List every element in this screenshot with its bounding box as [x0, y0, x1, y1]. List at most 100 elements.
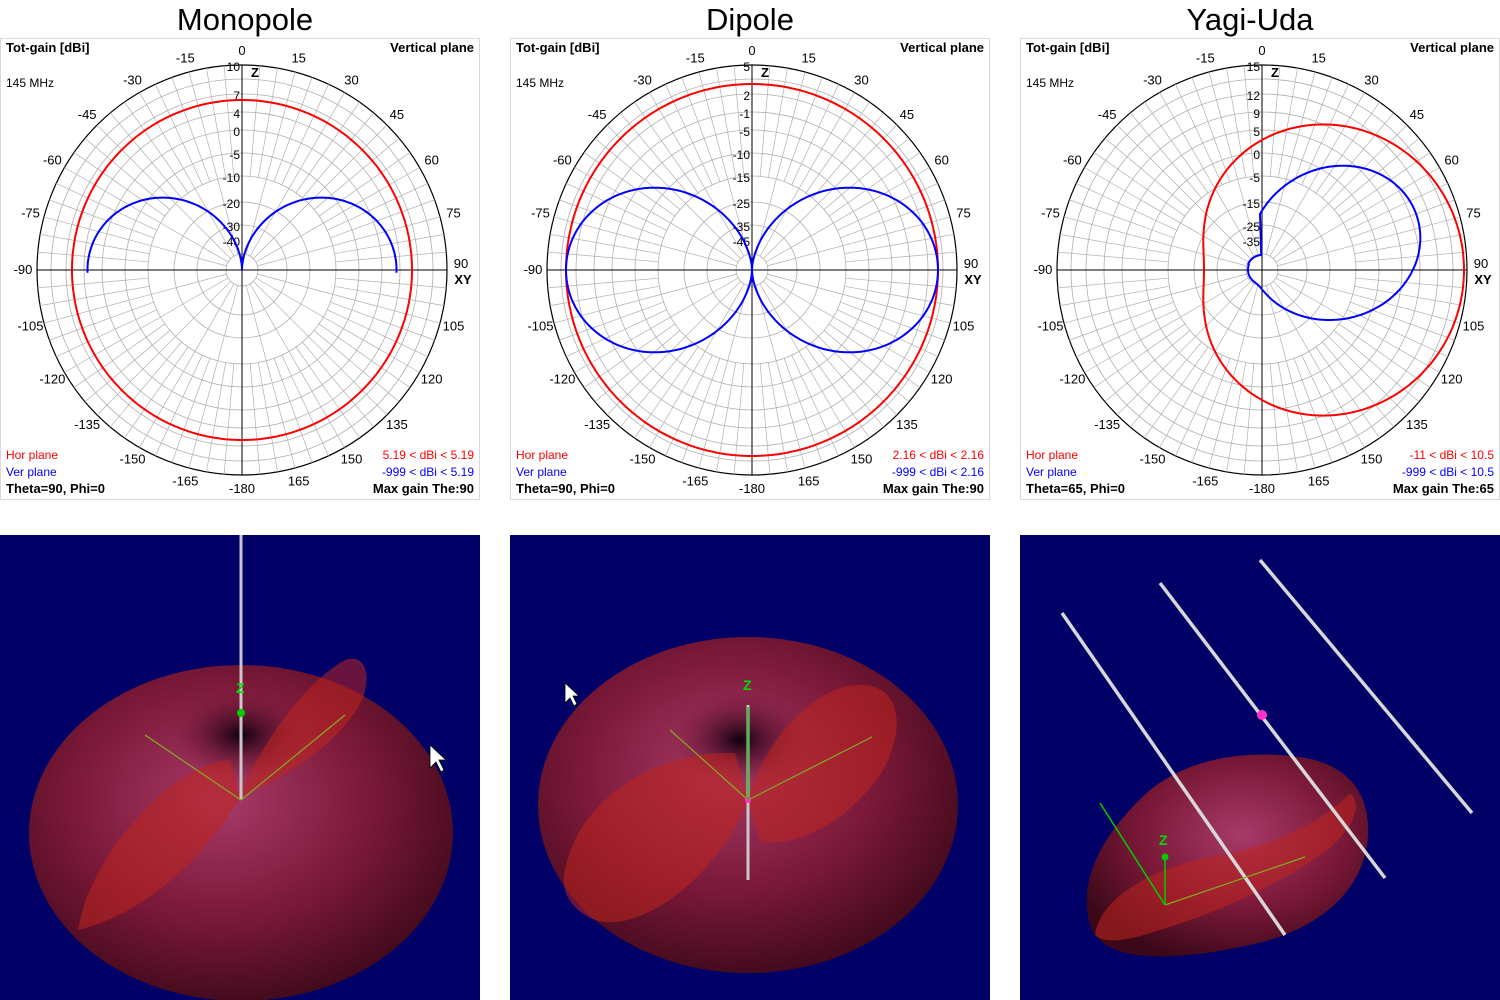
grid-spoke: [649, 283, 745, 448]
view3d-dipole[interactable]: Z: [510, 535, 990, 1000]
grid-spoke: [1175, 84, 1223, 185]
angle-tick-label: 150: [851, 452, 873, 467]
grid-spoke: [1175, 355, 1223, 456]
grid-spoke: [767, 216, 951, 267]
hor-range-label: -11 < dBi < 10.5: [1409, 448, 1494, 462]
antenna-title-dipole: Dipole: [706, 2, 794, 37]
angle-tick-label: 90: [1474, 256, 1488, 271]
grid-spoke: [139, 283, 235, 448]
polar-chart: 0 1530456075105120135150165-180-165-150-1…: [14, 43, 472, 496]
ring-value-label: 5: [743, 60, 750, 74]
yagi-element-reflector: [1060, 612, 1287, 936]
view3d-yagi[interactable]: Z: [1020, 535, 1500, 1000]
grid-spoke: [249, 363, 261, 475]
grid-spoke: [759, 65, 771, 177]
grid-spoke: [1293, 358, 1333, 463]
grid-spoke: [1301, 84, 1349, 185]
axis-x: [747, 736, 873, 801]
grid-spoke: [1269, 363, 1281, 475]
grid-spoke: [1338, 152, 1431, 217]
grid-spoke: [335, 277, 447, 289]
grid-spoke: [1144, 346, 1209, 439]
angle-tick-label: 75: [446, 205, 460, 220]
grid-spoke: [1116, 281, 1251, 416]
plane-cut: [1095, 793, 1356, 941]
grid-spoke: [43, 216, 227, 267]
grid-spoke: [1265, 285, 1316, 469]
z-axis-label: Z: [251, 65, 259, 80]
grid-spoke: [1350, 199, 1455, 239]
polar-chart: 0 1530456075105120135150165-180-165-150-1…: [524, 43, 982, 496]
grid-spoke: [1243, 65, 1255, 177]
grid-spoke: [1275, 277, 1440, 373]
tot-gain-label: Tot-gain [dBi]: [1026, 40, 1110, 55]
grid-spoke: [49, 301, 154, 341]
z-axis-label: Z: [743, 677, 752, 693]
grid-spoke: [334, 285, 444, 306]
ring-value-label: -1: [739, 107, 750, 121]
angle-tick-label: -105: [1037, 319, 1063, 334]
view3d-monopole[interactable]: Z: [0, 535, 480, 1000]
angle-tick-label: -75: [1041, 205, 1060, 220]
grid-spoke: [1347, 183, 1448, 231]
ring-value-label: -15: [733, 171, 751, 185]
grid-spoke: [1060, 234, 1170, 255]
plane-cut: [240, 658, 367, 797]
hor-plane-legend: Hor plane: [6, 448, 59, 462]
angle-tick-label: 45: [390, 107, 404, 122]
hor-plane-series: [565, 83, 939, 457]
axis-x: [1164, 856, 1306, 906]
ring-value-label: 12: [1247, 89, 1261, 103]
grid-spoke: [1347, 309, 1448, 357]
grid-spoke: [1057, 251, 1169, 263]
angle-tick-label: 90: [454, 256, 468, 271]
grid-spoke: [84, 330, 171, 403]
grid-spoke: [1243, 363, 1255, 475]
angle-tick-label: 0: [1258, 43, 1265, 58]
ring-value-label: 2: [743, 89, 750, 103]
angle-tick-label: -165: [172, 474, 198, 489]
grid-spoke: [327, 309, 428, 357]
angle-tick-label: 120: [1441, 372, 1463, 387]
grid-spoke: [1116, 124, 1251, 259]
ring-value-label: -10: [733, 148, 751, 162]
grid-spoke: [1338, 323, 1431, 388]
grid-spoke: [223, 65, 235, 177]
angle-tick-label: -45: [78, 107, 97, 122]
grid-spoke: [206, 68, 227, 178]
angle-tick-label: -90: [524, 262, 543, 277]
angle-tick-label: -105: [527, 319, 553, 334]
feed-point: [1257, 710, 1267, 720]
angle-tick-label: 90: [964, 256, 978, 271]
grid-spoke: [318, 152, 411, 217]
angle-tick-label: -60: [1063, 153, 1082, 168]
grid-spoke: [139, 92, 235, 257]
z-axis-label: Z: [236, 680, 245, 696]
grid-spoke: [1084, 277, 1249, 373]
angle-tick-label: 60: [424, 153, 438, 168]
ver-plane-series: [86, 196, 398, 273]
grid-spoke: [1277, 68, 1298, 178]
grid-spoke: [327, 183, 428, 231]
ring-value-label: 4: [233, 107, 240, 121]
grid-spoke: [755, 71, 806, 255]
grid-spoke: [1076, 309, 1177, 357]
angle-tick-label: -15: [176, 50, 195, 65]
angle-tick-label: -90: [14, 262, 33, 277]
grid-spoke: [755, 285, 806, 469]
grid-spoke: [40, 234, 150, 255]
grid-spoke: [1069, 301, 1174, 341]
grid-spoke: [1063, 273, 1247, 324]
ring-value-label: -5: [1249, 171, 1260, 185]
angle-tick-label: 60: [934, 153, 948, 168]
mouse-cursor-icon: [429, 744, 448, 773]
plane-cut: [78, 760, 240, 930]
angle-tick-label: -120: [39, 372, 65, 387]
grid-spoke: [1191, 77, 1231, 182]
grid-spoke: [37, 277, 149, 289]
angle-tick-label: 0: [238, 43, 245, 58]
frequency-label: 145 MHz: [1026, 76, 1075, 90]
grid-spoke: [1315, 101, 1380, 194]
grid-spoke: [253, 124, 388, 259]
angle-tick-label: 75: [1466, 205, 1480, 220]
